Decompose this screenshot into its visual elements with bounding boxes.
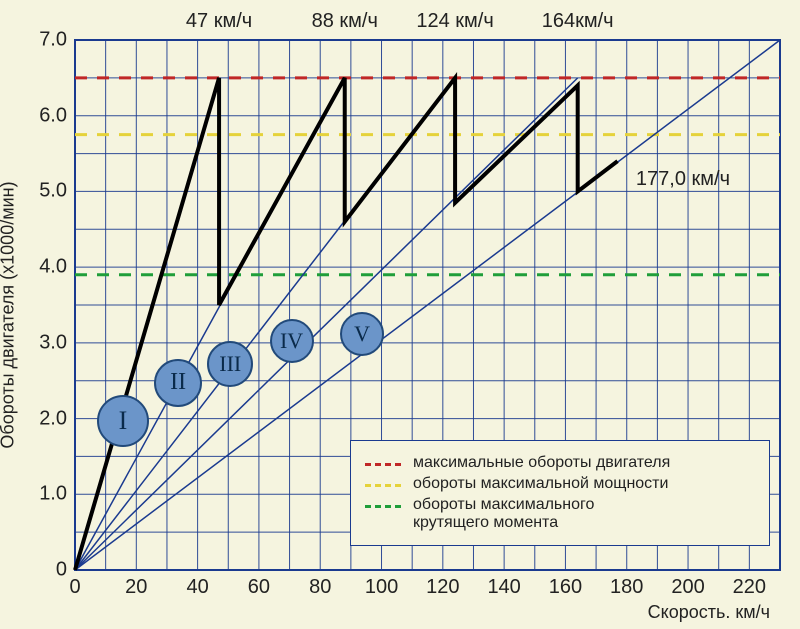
y-tick: 6.0 (27, 104, 67, 127)
legend: максимальные обороты двигателя обороты ма… (350, 440, 770, 546)
y-tick: 2.0 (27, 407, 67, 430)
legend-row: обороты максимального крутящего момента (365, 496, 755, 532)
gear-badge: II (154, 359, 202, 407)
x-tick: 120 (426, 576, 459, 599)
top-speed-label: 164км/ч (542, 10, 614, 33)
top-speed-label: 88 км/ч (312, 10, 378, 33)
x-tick: 80 (309, 576, 331, 599)
legend-label: обороты максимального крутящего момента (413, 496, 594, 532)
gear-badge: V (340, 312, 384, 356)
max-speed-annotation: 177,0 км/ч (636, 168, 730, 191)
x-tick: 200 (671, 576, 704, 599)
y-axis-label: Обороты двигателя (x1000/мин) (0, 181, 19, 448)
x-tick: 100 (365, 576, 398, 599)
x-tick: 40 (186, 576, 208, 599)
y-tick: 4.0 (27, 256, 67, 279)
gear-badge: III (207, 341, 253, 387)
x-tick: 160 (549, 576, 582, 599)
legend-row: обороты максимальной мощности (365, 475, 755, 493)
legend-row: максимальные обороты двигателя (365, 454, 755, 472)
y-tick: 1.0 (27, 483, 67, 506)
x-tick: 140 (487, 576, 520, 599)
legend-swatch (365, 484, 401, 487)
top-speed-label: 124 км/ч (416, 10, 493, 33)
legend-label: обороты максимальной мощности (413, 475, 668, 493)
x-tick: 0 (69, 576, 80, 599)
x-axis-label: Скорость. км/ч (648, 602, 770, 623)
y-tick: 7.0 (27, 29, 67, 52)
x-tick: 220 (733, 576, 766, 599)
y-tick: 5.0 (27, 180, 67, 203)
y-tick: 3.0 (27, 331, 67, 354)
x-tick: 20 (125, 576, 147, 599)
chart-container: Обороты двигателя (x1000/мин) Скорость. … (0, 0, 800, 629)
legend-swatch (365, 463, 401, 466)
x-tick: 180 (610, 576, 643, 599)
x-tick: 60 (248, 576, 270, 599)
gear-badge: I (97, 395, 149, 447)
gear-badge: IV (270, 319, 314, 363)
legend-label: максимальные обороты двигателя (413, 454, 670, 472)
y-tick: 0 (27, 559, 67, 582)
legend-swatch (365, 505, 401, 508)
top-speed-label: 47 км/ч (186, 10, 252, 33)
